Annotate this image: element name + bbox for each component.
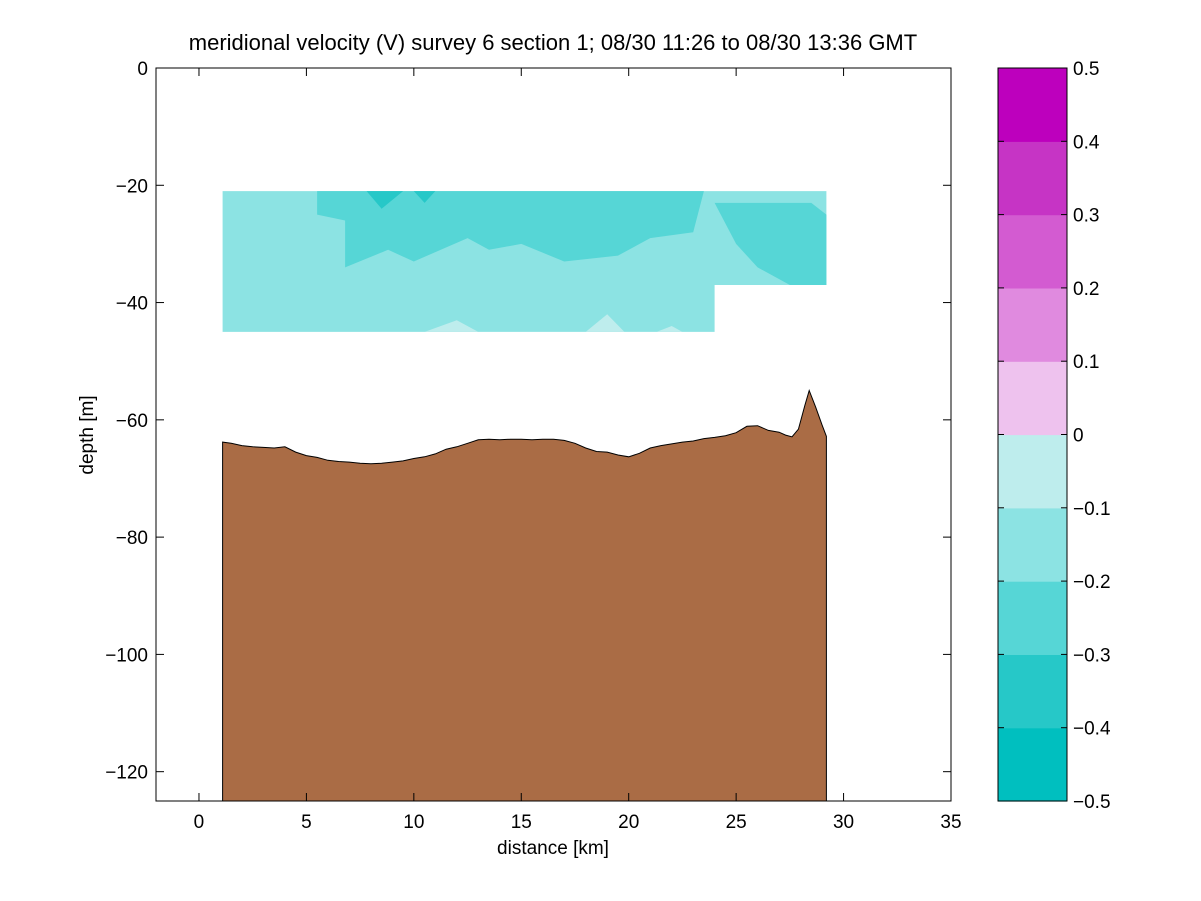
colorbar-tick-label: −0.2	[1073, 572, 1111, 593]
x-axis-label: distance [km]	[497, 838, 609, 859]
colorbar-swatch	[998, 361, 1067, 436]
colorbar-swatch	[998, 727, 1067, 802]
colorbar-swatch	[998, 287, 1067, 362]
y-tick-label: 0	[137, 59, 148, 80]
velocity-region	[656, 326, 683, 332]
velocity-region	[714, 202, 827, 285]
axis-ticks	[156, 67, 952, 801]
colorbar-tick-label: 0	[1073, 426, 1084, 447]
colorbar-swatch	[998, 434, 1067, 509]
velocity-region	[424, 320, 479, 332]
x-tick-label: 25	[726, 812, 747, 833]
colorbar-tick-label: 0.2	[1073, 279, 1099, 300]
axis-tick-labels: 0 5 10 15 20 25 30 35 0 −20 −40 −60 −80 −100 −120	[105, 59, 961, 833]
x-tick-label: 20	[618, 812, 639, 833]
velocity-region	[366, 191, 404, 209]
y-tick-label: −100	[105, 645, 148, 666]
x-tick-label: 30	[833, 812, 854, 833]
colorbar-swatch	[998, 507, 1067, 582]
y-tick-label: −80	[116, 528, 148, 549]
velocity-field	[222, 191, 827, 332]
y-tick-label: −20	[116, 176, 148, 197]
colorbar-tick-label: −0.3	[1073, 645, 1111, 666]
x-tick-label: 10	[403, 812, 424, 833]
colorbar-tick-label: 0.3	[1073, 206, 1099, 227]
y-axis-label: depth [m]	[77, 395, 98, 474]
colorbar-swatch	[998, 68, 1067, 142]
velocity-region	[317, 191, 704, 268]
chart-title: meridional velocity (V) survey 6 section…	[189, 30, 917, 55]
y-tick-label: −120	[105, 763, 148, 784]
colorbar-swatch	[998, 654, 1067, 729]
x-tick-label: 5	[301, 812, 312, 833]
y-tick-label: −40	[116, 294, 148, 315]
colorbar-swatch	[998, 581, 1067, 655]
colorbar-tick-label: −0.4	[1073, 719, 1111, 740]
colorbar-tick-label: −0.5	[1073, 792, 1111, 813]
x-tick-label: 15	[511, 812, 532, 833]
colorbar-tick-label: −0.1	[1073, 499, 1111, 520]
seafloor-bathymetry	[222, 388, 827, 801]
velocity-region	[585, 314, 625, 332]
colorbar: 0.5 0.4 0.3 0.2 0.1 0 −0.1 −0.2 −0.3 −0.4 −0.5	[997, 59, 1111, 813]
velocity-region	[413, 191, 436, 203]
plot-frame	[155, 67, 952, 802]
colorbar-swatch	[998, 141, 1067, 216]
colorbar-swatch	[998, 214, 1067, 289]
y-tick-label: −60	[116, 411, 148, 432]
x-tick-label: 35	[940, 812, 961, 833]
bathymetry-layer	[222, 388, 827, 801]
colorbar-tick-label: 0.5	[1073, 59, 1099, 80]
x-tick-label: 0	[194, 812, 205, 833]
colorbar-tick-label: 0.1	[1073, 352, 1099, 373]
colorbar-tick-label: 0.4	[1073, 132, 1100, 153]
